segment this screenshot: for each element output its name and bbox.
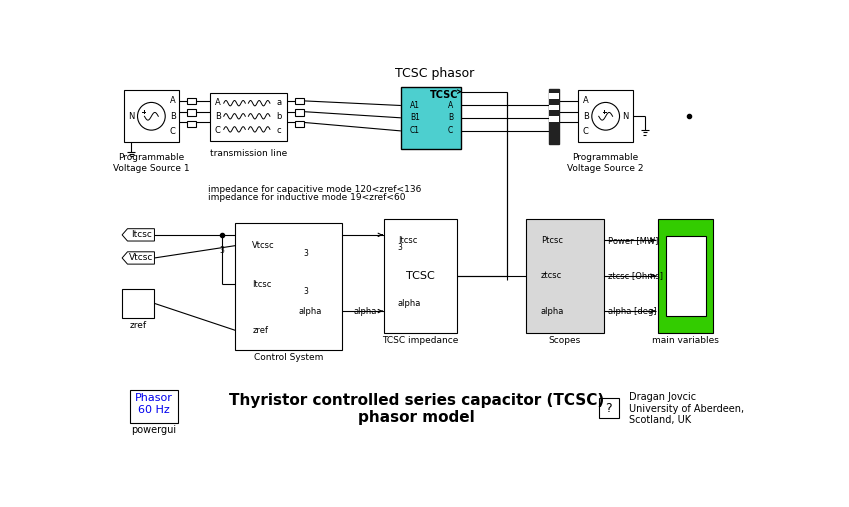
Text: Dragan Jovcic
University of Aberdeen,
Scotland, UK: Dragan Jovcic University of Aberdeen, Sc… [629, 392, 744, 425]
Bar [122, 289, 155, 318]
Text: TCSC: TCSC [430, 90, 458, 100]
Text: b: b [277, 112, 282, 121]
Text: Power [MW]: Power [MW] [608, 236, 658, 245]
Text: C1: C1 [410, 126, 420, 135]
Text: Thyristor controlled series capacitor (TCSC)
phasor model: Thyristor controlled series capacitor (T… [228, 393, 604, 425]
Text: transmission line: transmission line [210, 149, 287, 158]
Text: alpha [deg]: alpha [deg] [608, 307, 656, 315]
Bar [578, 90, 633, 142]
Text: A: A [215, 98, 221, 107]
Bar [666, 236, 706, 316]
Text: TCSC phasor: TCSC phasor [395, 66, 475, 80]
Text: C: C [215, 126, 221, 135]
Bar [235, 223, 341, 350]
Circle shape [138, 102, 166, 130]
Text: alpha: alpha [354, 307, 377, 315]
Bar [658, 219, 713, 333]
Text: a: a [277, 98, 282, 107]
Text: N: N [622, 112, 629, 121]
Bar [187, 121, 196, 127]
Text: 3: 3 [303, 249, 308, 258]
Text: B: B [448, 114, 453, 122]
Text: impedance for capacitive mode 120<zref<136: impedance for capacitive mode 120<zref<1… [208, 185, 422, 194]
Text: Control System: Control System [254, 353, 323, 362]
Text: alpha: alpha [299, 307, 323, 315]
Bar [295, 121, 304, 127]
Text: zref: zref [130, 321, 147, 330]
Bar [384, 219, 457, 333]
Text: powergui: powergui [131, 425, 177, 436]
Text: C: C [170, 127, 176, 136]
Text: Itcsc: Itcsc [398, 236, 417, 245]
Text: B: B [215, 112, 221, 121]
Text: N: N [128, 112, 134, 121]
Text: 3: 3 [220, 246, 224, 255]
Text: Programmable
Voltage Source 2: Programmable Voltage Source 2 [567, 153, 644, 173]
Text: B1: B1 [410, 114, 420, 122]
Text: A: A [582, 96, 588, 105]
Text: A1: A1 [410, 101, 420, 110]
Text: Itcsc: Itcsc [131, 230, 152, 239]
Bar [187, 110, 196, 116]
Text: Phasor
60 Hz: Phasor 60 Hz [135, 393, 172, 415]
Text: C: C [582, 127, 588, 136]
Text: TCSC impedance: TCSC impedance [382, 336, 458, 345]
Bar [295, 98, 304, 104]
Text: A: A [448, 101, 453, 110]
Text: alpha: alpha [541, 307, 565, 315]
Text: 3: 3 [303, 287, 308, 296]
Bar [130, 390, 177, 423]
Bar [549, 116, 559, 122]
Text: main variables: main variables [652, 336, 719, 345]
Bar [401, 87, 461, 149]
Polygon shape [122, 229, 155, 241]
Text: Scopes: Scopes [548, 336, 581, 345]
Bar [210, 93, 287, 141]
Bar [187, 98, 196, 104]
Text: zref: zref [252, 326, 268, 335]
Text: Itcsc: Itcsc [252, 280, 272, 288]
Text: A: A [170, 96, 176, 105]
Bar [295, 110, 304, 116]
Bar [549, 93, 559, 98]
Text: 3: 3 [398, 243, 402, 252]
Text: c: c [277, 126, 282, 135]
Text: C: C [448, 126, 453, 135]
Text: ztcsc: ztcsc [541, 271, 562, 280]
Text: Programmable
Voltage Source 1: Programmable Voltage Source 1 [113, 153, 189, 173]
Text: alpha: alpha [398, 299, 421, 308]
Text: B: B [582, 112, 588, 121]
Text: ztcsc [Ohms]: ztcsc [Ohms] [608, 271, 663, 280]
Text: impedance for inductive mode 19<zref<60: impedance for inductive mode 19<zref<60 [208, 193, 406, 202]
Bar [124, 90, 179, 142]
Text: ?: ? [605, 402, 612, 415]
Text: TCSC: TCSC [406, 271, 435, 281]
Bar [599, 398, 619, 418]
Polygon shape [122, 252, 155, 264]
Text: Ptcsc: Ptcsc [541, 236, 563, 245]
Bar [548, 89, 559, 144]
Text: B: B [170, 112, 176, 121]
Text: Vtcsc: Vtcsc [129, 254, 154, 263]
Text: Vtcsc: Vtcsc [252, 241, 275, 250]
Circle shape [592, 102, 620, 130]
Bar [526, 219, 604, 333]
Bar [549, 105, 559, 110]
